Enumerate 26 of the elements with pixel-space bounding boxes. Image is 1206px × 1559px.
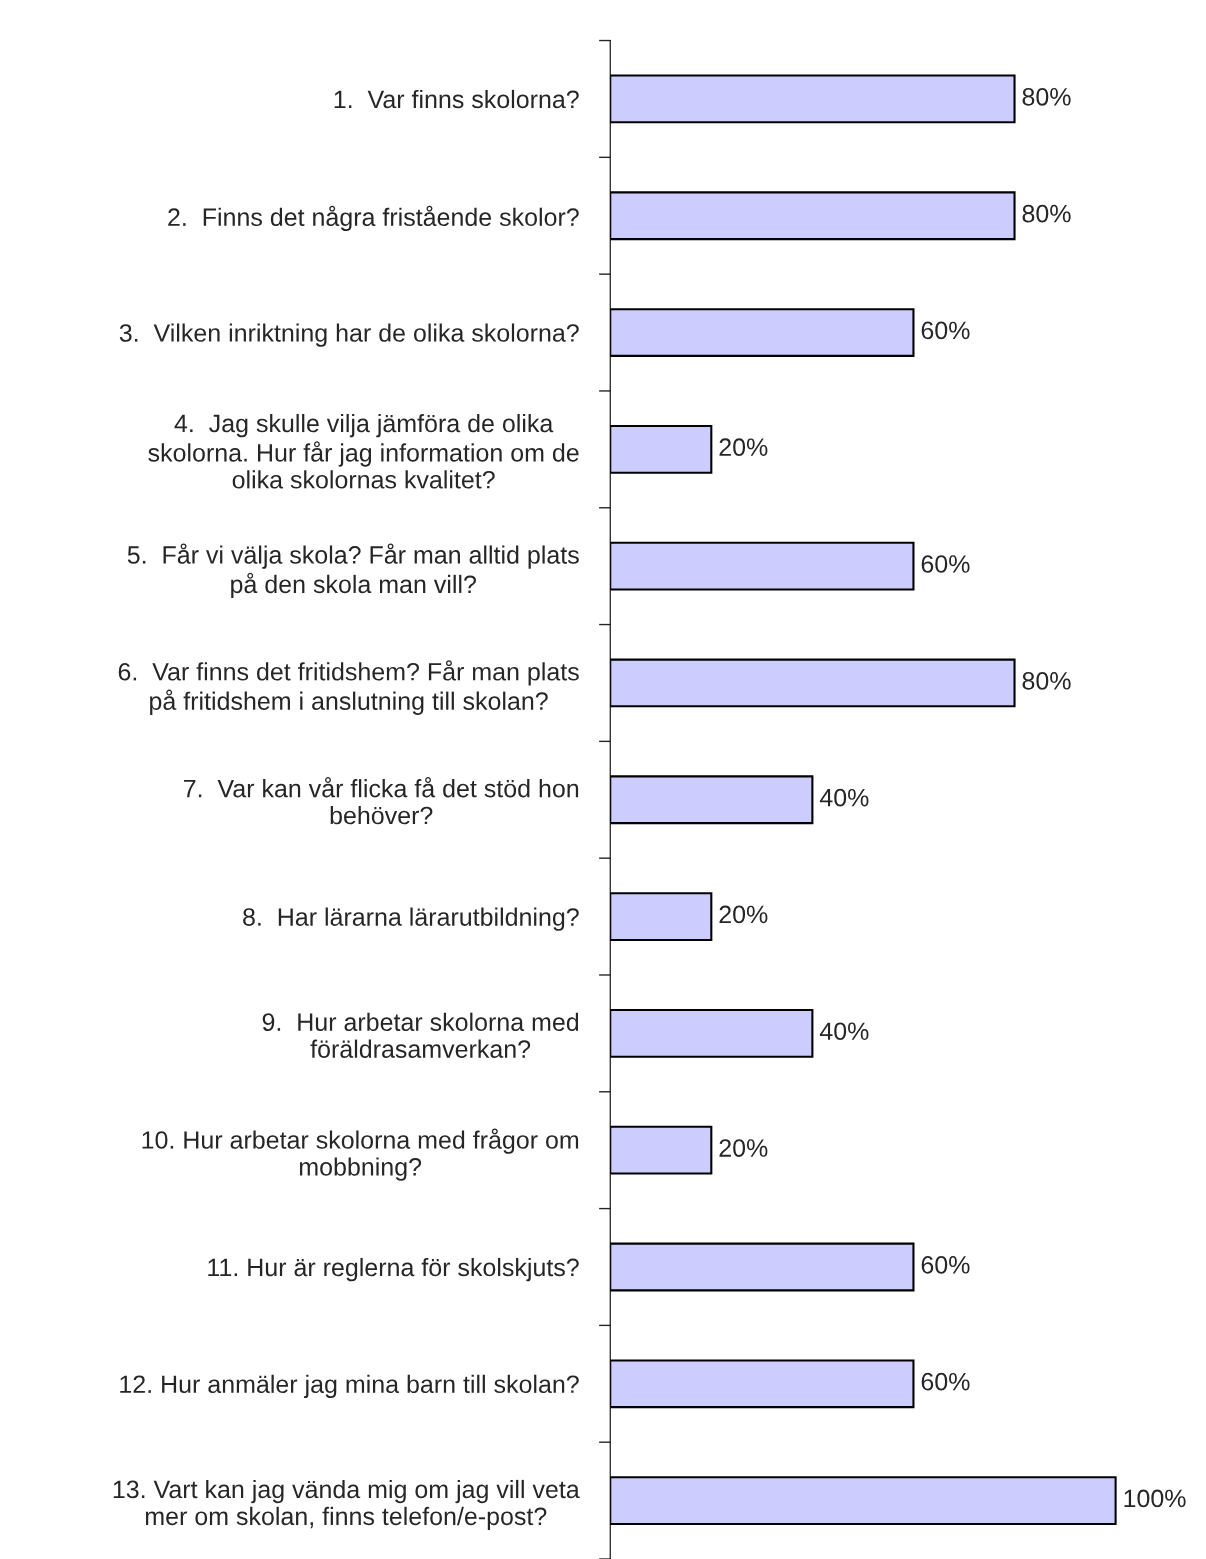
data-label: 80% — [1022, 204, 1071, 223]
data-label: 20% — [719, 438, 768, 457]
y-tick-label: 8. Har lärarna lärarutbildning? — [243, 907, 579, 931]
y-tick-label: 4. Jag skulle vilja jämföra de olika skolorna. Hur får jag information om de olika skolornas kvalitet? — [148, 413, 579, 489]
y-tick-label: 10. Hur arbetar skolorna med frågor om mobbning? — [142, 1128, 579, 1181]
y-tick-label: 5. Får vi välja skola? Får man alltid plats på den skola man vill? — [127, 543, 579, 599]
y-tick-label: 2. Finns det några fristående skolor? — [168, 205, 579, 232]
data-label: 100% — [1124, 1489, 1186, 1508]
data-label: 60% — [921, 555, 970, 573]
data-label: 40% — [819, 1022, 869, 1041]
data-label: 80% — [1022, 87, 1071, 106]
data-label: 80% — [1022, 671, 1071, 690]
data-label: 60% — [921, 1372, 970, 1391]
data-label: 60% — [921, 321, 970, 340]
y-tick-label: 6. Var finns det fritidshem? Får man plats på fritidshem i anslutning till skolan? — [118, 660, 579, 715]
y-tick-label: 3. Vilken inriktning har de olika skolorna? — [119, 323, 579, 347]
y-tick-label: 12. Hur anmäler jag mina barn till skolan? — [120, 1374, 579, 1399]
y-tick-label: 13. Vart kan jag vända mig om jag vill veta mer om skolan, finns telefon/e-post? — [113, 1479, 580, 1531]
data-label: 20% — [719, 1139, 768, 1157]
y-tick-label: 11. Hur är reglerna för skolskjuts? — [208, 1257, 579, 1282]
y-tick-label: 9. Hur arbetar skolorna med föräldrasamverkan? — [262, 1012, 579, 1058]
y-tick-label: 1. Var finns skolorna? — [334, 89, 579, 109]
data-label: 60% — [921, 1256, 970, 1274]
y-tick-label: 7. Var kan vår flicka få det stöd hon behöver? — [184, 777, 579, 825]
data-label: 20% — [719, 905, 768, 924]
data-label: 40% — [819, 788, 869, 807]
